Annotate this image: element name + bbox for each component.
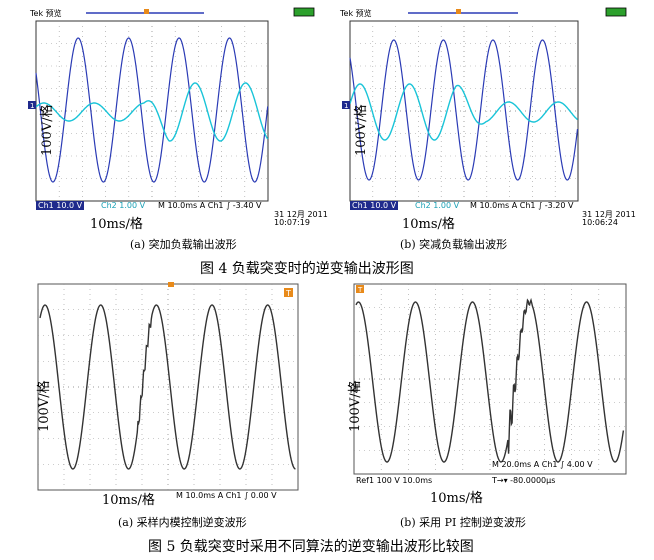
- svg-text:1: 1: [30, 102, 34, 110]
- ch1-waveform: [35, 37, 269, 183]
- svg-text:T: T: [285, 289, 291, 298]
- fig4a-sublabel: (a) 突加负载输出波形: [130, 238, 237, 251]
- scope-header-a: Tek 预览: [30, 9, 62, 18]
- fig5-panel-b: T 100V/格 10ms/格 Ref1 100 V 10.0ms M 20.0…: [340, 282, 636, 508]
- fig5a-sublabel: (a) 采样内模控制逆变波形: [118, 516, 247, 529]
- status-timebase: M 10.0ms A Ch1 ∫ -3.20 V: [470, 201, 574, 210]
- x-axis-label: 10ms/格: [102, 493, 155, 508]
- fig5-caption: 图 5 负载突变时采用不同算法的逆变输出波形比较图: [148, 539, 474, 555]
- status-ch1: Ch1 10.0 V: [36, 201, 85, 210]
- fig4-caption: 图 4 负载突变时的逆变输出波形图: [200, 261, 414, 277]
- status-timebase: M 20.0ms A Ch1 ∫ 4.00 V: [492, 460, 593, 469]
- ch2-waveform: [349, 83, 578, 141]
- scope-screen-5b: T: [353, 283, 627, 475]
- fig5b-sublabel: (b) 采用 PI 控制逆变波形: [400, 516, 526, 529]
- fig4-panel-b: Tek 预览 1 100V/格 10ms/格 Ch1 10.0 V Ch2 1.…: [338, 6, 638, 232]
- status-ch2: Ch2 1.00 V: [101, 201, 146, 210]
- ch1-waveform: [349, 39, 579, 181]
- x-axis-label: 10ms/格: [430, 491, 483, 506]
- svg-text:1: 1: [344, 102, 348, 110]
- fig4b-sublabel: (b) 突减负载输出波形: [400, 238, 508, 251]
- output-waveform: [355, 297, 625, 463]
- status-ch1: Ch1 10.0 V: [350, 201, 399, 210]
- status-timebase: M 10.0ms A Ch1 ∫ -3.40 V: [158, 201, 262, 210]
- y-axis-label: 100V/格: [354, 104, 369, 156]
- scope-screen-4a: 1: [28, 7, 315, 202]
- timestamp: 31 12月 2011 10:06:24: [582, 210, 636, 227]
- status-trigger: T→▾ -80.0000μs: [492, 476, 556, 485]
- x-axis-label: 10ms/格: [402, 217, 455, 232]
- output-waveform: [39, 304, 296, 470]
- fig4-panel-a: Tek 预览 1 100V/格 10ms/格 Ch1 10.0 V Ch2 1.…: [26, 6, 328, 232]
- status-timebase: M 10.0ms A Ch1 ∫ 0.00 V: [176, 491, 277, 500]
- ch2-waveform: [35, 82, 269, 142]
- timestamp: 31 12月 2011 10:07:19: [274, 210, 328, 227]
- y-axis-label: 100V/格: [37, 380, 52, 432]
- grid: [36, 21, 268, 201]
- status-ch2: Ch2 1.00 V: [415, 201, 460, 210]
- fig5-panel-a: T 100V/格 10ms/格 M 10.0ms A Ch1 ∫ 0.00 V: [30, 282, 310, 508]
- scope-screen-4b: 1: [342, 7, 627, 202]
- scope-header-b: Tek 预览: [340, 9, 372, 18]
- status-ref: Ref1 100 V 10.0ms: [356, 476, 433, 485]
- x-axis-label: 10ms/格: [90, 217, 143, 232]
- scope-screen-5a: T: [37, 282, 299, 491]
- y-axis-label: 100V/格: [40, 104, 55, 156]
- svg-text:T: T: [357, 286, 363, 294]
- y-axis-label: 100V/格: [348, 380, 363, 432]
